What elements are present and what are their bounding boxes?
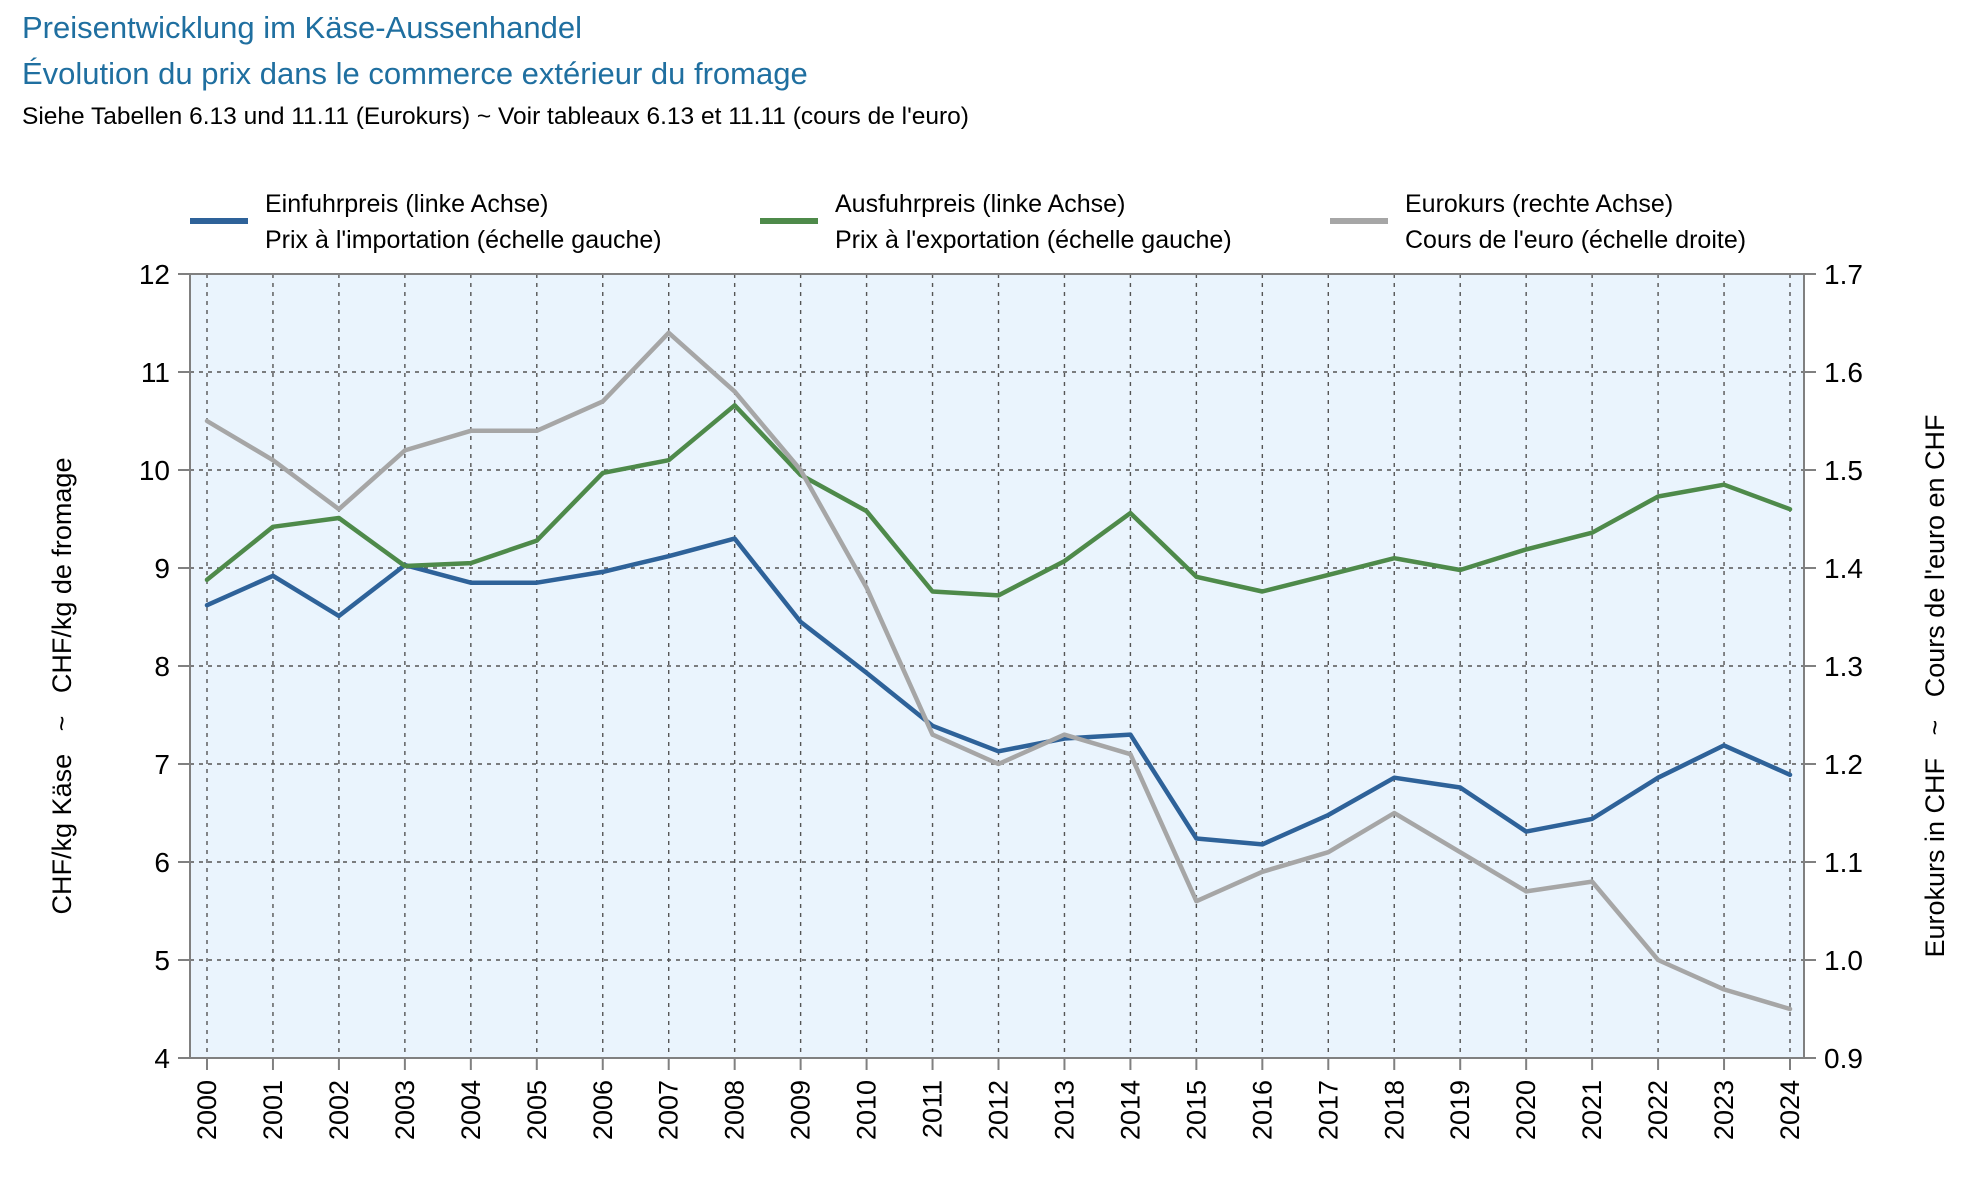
x-tick-label: 2010 bbox=[852, 1080, 882, 1140]
legend-label-fr: Prix à l'exportation (échelle gauche) bbox=[835, 226, 1232, 254]
x-tick-label: 2009 bbox=[786, 1080, 816, 1140]
y-left-tick-label: 11 bbox=[141, 357, 170, 388]
legend-item-import: Einfuhrpreis (linke Achse) Prix à l'impor… bbox=[190, 190, 662, 254]
series-lines bbox=[204, 330, 1793, 1012]
axes: 2000 2001 2002 2003 2004 2005 2006 2007 2008 2009… bbox=[139, 259, 1863, 1140]
y-right-tick-label: 1.1 bbox=[1824, 847, 1863, 878]
y-left-tick-label: 7 bbox=[154, 749, 170, 780]
x-tick-label: 2001 bbox=[258, 1080, 288, 1140]
y-left-tick-label: 8 bbox=[154, 651, 170, 682]
x-tick-label: 2015 bbox=[1181, 1080, 1211, 1140]
legend-item-euro: Eurokurs (rechte Achse) Cours de l'euro (… bbox=[1330, 190, 1746, 254]
x-tick-label: 2024 bbox=[1775, 1080, 1805, 1140]
x-tick-label: 2002 bbox=[324, 1080, 354, 1140]
y-right-tick-label: 1.6 bbox=[1824, 357, 1863, 388]
y-axis-right-label: Eurokurs in CHF ~ Cours de l'euro en CHF bbox=[1920, 414, 1950, 957]
x-tick-label: 2005 bbox=[522, 1080, 552, 1140]
y-left-tick-label: 4 bbox=[154, 1043, 170, 1074]
y-right-tick-label: 1.2 bbox=[1824, 749, 1863, 780]
x-tick-label: 2004 bbox=[456, 1080, 486, 1140]
x-tick-label: 2003 bbox=[390, 1080, 420, 1140]
x-tick-label: 2017 bbox=[1313, 1080, 1343, 1140]
x-tick-label: 2023 bbox=[1709, 1080, 1739, 1140]
x-tick-label: 2008 bbox=[720, 1080, 750, 1140]
y-right-tick-label: 1.0 bbox=[1824, 945, 1863, 976]
x-tick-label: 2014 bbox=[1115, 1080, 1145, 1140]
legend: Einfuhrpreis (linke Achse) Prix à l'impor… bbox=[190, 190, 1746, 254]
y-left-tick-label: 12 bbox=[139, 259, 170, 290]
chart-title-de: Preisentwicklung im Käse-Aussenhandel bbox=[22, 10, 583, 45]
x-tick-label: 2020 bbox=[1511, 1080, 1541, 1140]
gridlines bbox=[190, 274, 1804, 1058]
x-tick-label: 2011 bbox=[918, 1080, 948, 1138]
x-tick-label: 2006 bbox=[588, 1080, 618, 1140]
legend-label-de: Eurokurs (rechte Achse) bbox=[1405, 190, 1673, 218]
y-left-tick-label: 6 bbox=[154, 847, 170, 878]
legend-label-fr: Prix à l'importation (échelle gauche) bbox=[265, 226, 662, 254]
x-tick-label: 2000 bbox=[192, 1080, 222, 1140]
y-right-tick-label: 1.3 bbox=[1824, 651, 1863, 682]
x-tick-label: 2019 bbox=[1445, 1080, 1475, 1140]
y-axis-left-label: CHF/kg Käse ~ CHF/kg de fromage bbox=[47, 458, 77, 915]
series-line-euro-rate bbox=[204, 330, 1793, 1012]
x-tick-label: 2012 bbox=[984, 1080, 1014, 1140]
y-left-tick-label: 5 bbox=[154, 945, 170, 976]
series-line-export-price bbox=[204, 403, 1793, 598]
y-right-tick-label: 1.4 bbox=[1824, 553, 1863, 584]
legend-label-de: Ausfuhrpreis (linke Achse) bbox=[835, 190, 1125, 218]
legend-label-de: Einfuhrpreis (linke Achse) bbox=[265, 190, 548, 218]
chart-title-fr: Évolution du prix dans le commerce extér… bbox=[22, 56, 808, 91]
y-right-tick-label: 1.7 bbox=[1824, 259, 1863, 290]
x-tick-label: 2018 bbox=[1379, 1080, 1409, 1140]
y-left-tick-label: 9 bbox=[154, 553, 170, 584]
legend-item-export: Ausfuhrpreis (linke Achse) Prix à l'expor… bbox=[760, 190, 1232, 254]
x-tick-label: 2007 bbox=[654, 1080, 684, 1140]
legend-label-fr: Cours de l'euro (échelle droite) bbox=[1405, 226, 1746, 254]
x-tick-label: 2016 bbox=[1247, 1080, 1277, 1140]
y-right-tick-label: 0.9 bbox=[1824, 1043, 1863, 1074]
y-left-tick-label: 10 bbox=[139, 455, 170, 486]
x-tick-label: 2013 bbox=[1049, 1080, 1079, 1140]
y-right-tick-label: 1.5 bbox=[1824, 455, 1863, 486]
series-line-import-price bbox=[204, 536, 1793, 847]
chart-subtitle: Siehe Tabellen 6.13 und 11.11 (Eurokurs)… bbox=[22, 103, 969, 130]
x-tick-label: 2022 bbox=[1643, 1080, 1673, 1140]
x-tick-label: 2021 bbox=[1577, 1080, 1607, 1140]
